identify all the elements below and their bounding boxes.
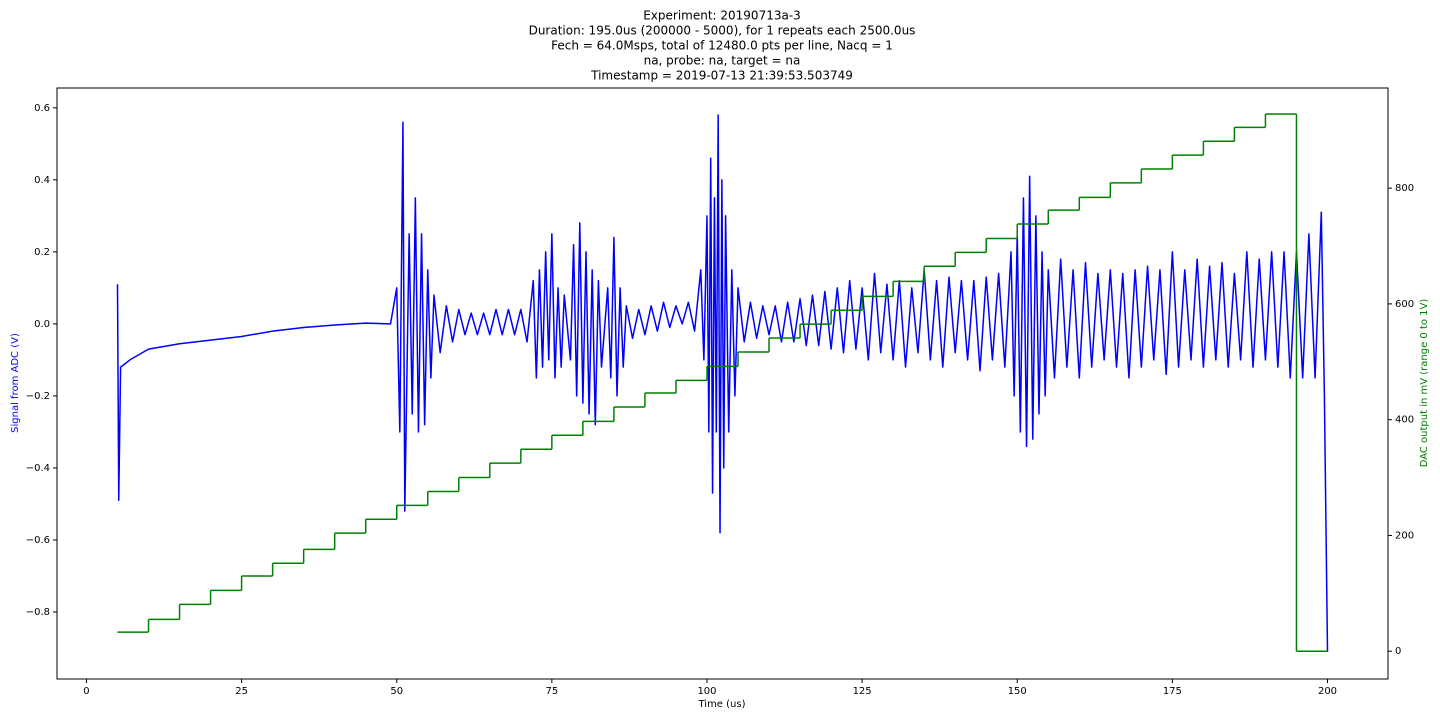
y2-tick-label: 800	[1395, 183, 1414, 194]
y2-tick-label: 200	[1395, 530, 1414, 541]
x-tick-label: 125	[853, 686, 872, 697]
chart-title: Fech = 64.0Msps, total of 12480.0 pts pe…	[551, 39, 893, 53]
y2-tick-label: 0	[1395, 646, 1401, 657]
y2-axis-label: DAC output in mV (range 0 to 1V)	[1419, 299, 1430, 468]
y-tick-label: 0.4	[34, 175, 50, 186]
y-tick-label: −0.2	[26, 391, 50, 402]
chart-title: Duration: 195.0us (200000 - 5000), for 1…	[529, 24, 916, 38]
y-tick-label: 0.6	[34, 103, 50, 114]
y-tick-label: −0.6	[26, 535, 50, 546]
x-tick-label: 75	[545, 686, 558, 697]
chart-title: Experiment: 20190713a-3	[643, 9, 801, 23]
x-tick-label: 0	[83, 686, 89, 697]
chart-title: na, probe: na, target = na	[644, 54, 801, 68]
x-tick-label: 100	[697, 686, 716, 697]
signal-line	[116, 114, 1329, 652]
x-tick-label: 50	[390, 686, 403, 697]
y2-tick-label: 600	[1395, 299, 1414, 310]
y-tick-label: −0.4	[26, 463, 50, 474]
y-axis-label: Signal from ADC (V)	[10, 333, 21, 433]
y2-tick-label: 400	[1395, 415, 1414, 426]
plot-frame	[56, 87, 1389, 680]
y-tick-label: 0.2	[34, 247, 50, 258]
y-tick-label: 0.0	[34, 319, 50, 330]
x-axis-label: Time (us)	[697, 699, 745, 710]
x-tick-label: 25	[235, 686, 248, 697]
x-tick-label: 200	[1318, 686, 1337, 697]
x-tick-label: 150	[1008, 686, 1027, 697]
chart-title: Timestamp = 2019-07-13 21:39:53.503749	[590, 69, 853, 83]
x-tick-label: 175	[1163, 686, 1182, 697]
y-tick-label: −0.8	[26, 607, 50, 618]
